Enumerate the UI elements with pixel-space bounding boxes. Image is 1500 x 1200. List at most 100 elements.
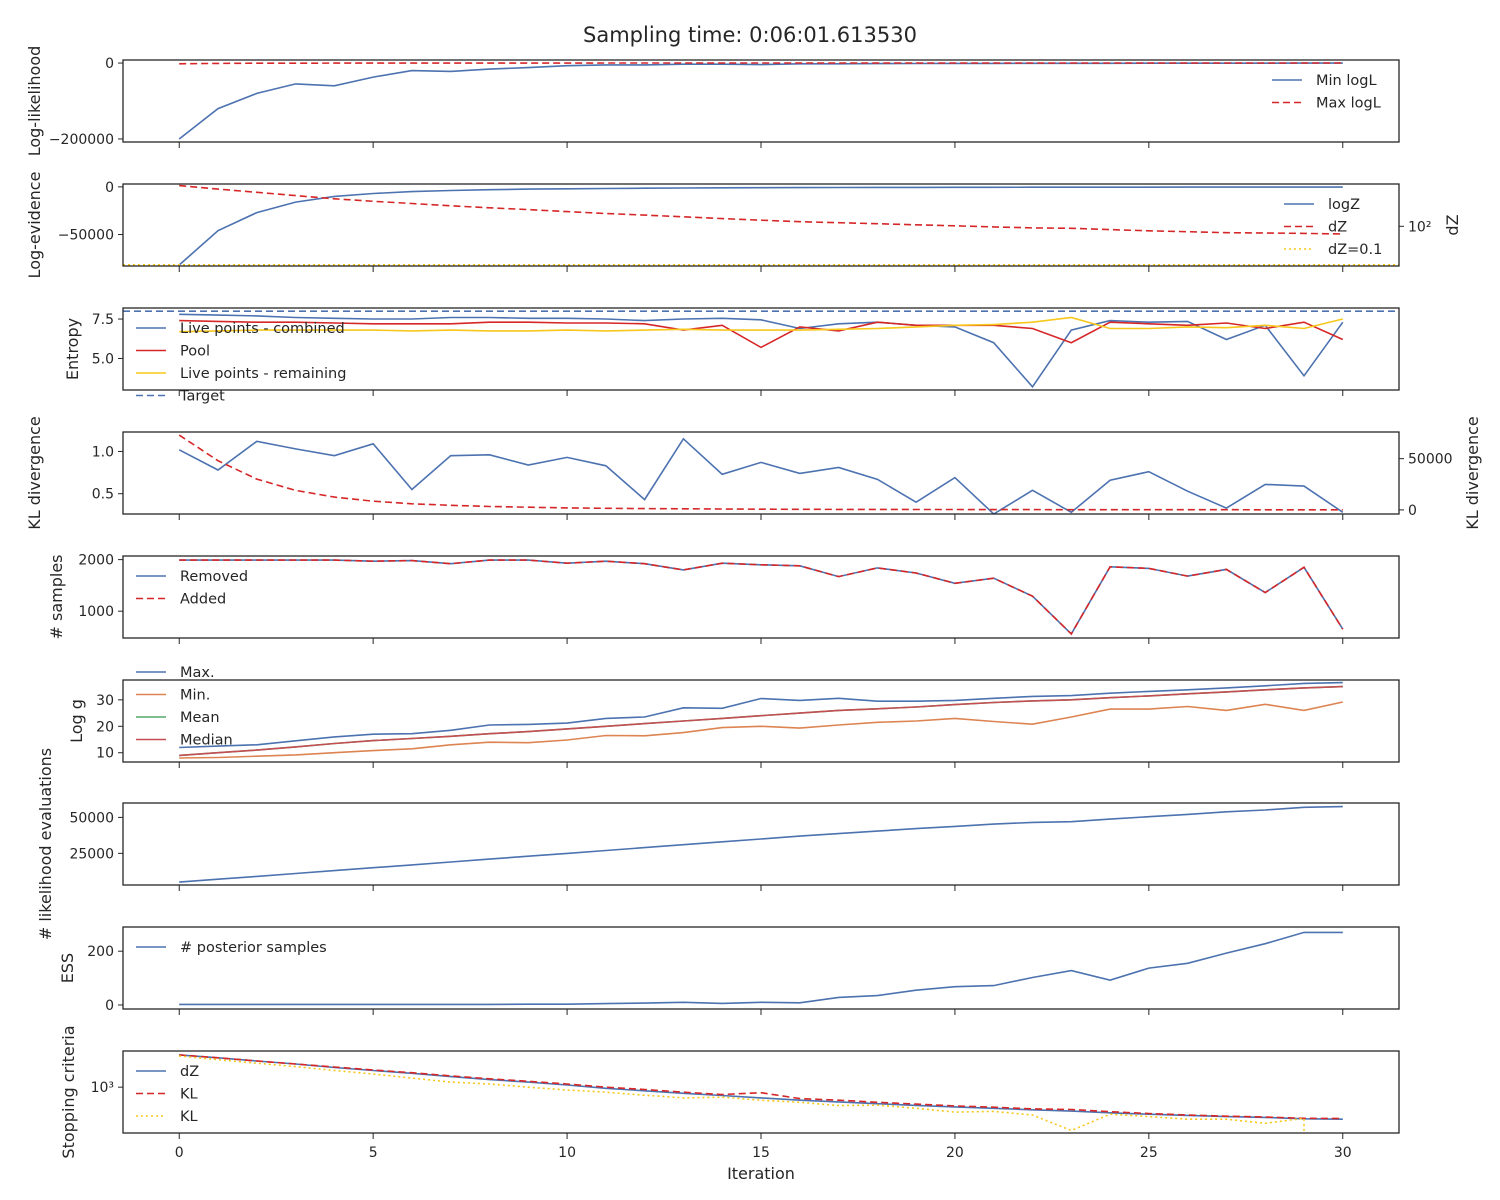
legend-label-min-logl: Min logL xyxy=(1316,73,1377,89)
legend-label-dz: dZ xyxy=(180,1064,199,1080)
y-axis-label: # samples xyxy=(47,555,66,640)
subplot-likelihood-evaluations: 50000 25000 # likelihood evaluations xyxy=(36,748,1400,940)
series-line-dz xyxy=(179,184,1343,235)
y-axis-label: # likelihood evaluations xyxy=(36,748,55,940)
x-tick-label: 25 xyxy=(1140,1145,1158,1161)
series-line-max xyxy=(179,681,1343,749)
y2-axis-label: dZ xyxy=(1443,214,1462,235)
legend-label-logz: logZ xyxy=(1328,197,1360,213)
legend-label-posterior-samples: # posterior samples xyxy=(180,940,327,956)
series-line-max-logl xyxy=(179,62,1343,65)
y-axis-label: Entropy xyxy=(63,318,82,380)
legend: Min logL Max logL xyxy=(1272,73,1381,112)
axes-frame xyxy=(122,431,1400,515)
x-tick-label: 30 xyxy=(1334,1145,1352,1161)
series-line-dz xyxy=(179,1054,1343,1120)
y-tick-label: 10³ xyxy=(91,1080,114,1096)
series-group xyxy=(178,62,1343,140)
y-tick-label: 30 xyxy=(96,693,114,709)
y-tick-label: 0.5 xyxy=(92,487,114,503)
legend-label-max: Max. xyxy=(180,665,215,681)
series-group xyxy=(179,805,1343,883)
y-tick-label: −200000 xyxy=(49,132,114,148)
y-axis-label: KL divergence xyxy=(25,416,44,529)
series-line-mean xyxy=(179,685,1343,757)
axes-frame xyxy=(122,59,1400,143)
legend-label-live-points-combined: Live points - combined xyxy=(180,321,345,337)
series-line-min-logl xyxy=(178,62,1343,140)
y-tick-label: 1.0 xyxy=(92,444,114,460)
y-tick-label: 1000 xyxy=(78,604,114,620)
y-tick-label: 2000 xyxy=(78,553,114,569)
series-group xyxy=(178,434,1344,514)
legend-label-max-logl: Max logL xyxy=(1316,96,1381,112)
legend: Live points - combined Pool Live points - … xyxy=(136,321,346,405)
y-tick-label: 7.5 xyxy=(92,312,114,328)
legend: dZ KL KL xyxy=(136,1064,199,1125)
y-axis-label: Log-likelihood xyxy=(25,46,44,157)
x-axis-label: Iteration xyxy=(727,1164,795,1183)
x-tick-label: 5 xyxy=(369,1145,378,1161)
y-tick-label: 50000 xyxy=(69,810,114,826)
y-tick-label: 10 xyxy=(96,746,114,762)
legend-label-median: Median xyxy=(180,733,233,749)
legend-label-kl: KL xyxy=(180,1087,198,1103)
series-line-median xyxy=(179,685,1343,757)
y-tick-label: 0 xyxy=(105,998,114,1014)
axes-frame xyxy=(122,183,1400,267)
series-line-kl xyxy=(179,1054,1343,1120)
legend-label-dz-0-1: dZ=0.1 xyxy=(1328,242,1382,258)
legend-label-min: Min. xyxy=(180,688,210,704)
x-tick-label: 10 xyxy=(558,1145,576,1161)
legend: Removed Added xyxy=(136,569,248,608)
legend-label-pool: Pool xyxy=(180,344,210,360)
y2-tick-label: 10² xyxy=(1408,219,1431,235)
legend-label-added: Added xyxy=(180,592,226,608)
subplot-ess: 200 0 ESS # posterior samples xyxy=(58,926,1400,1015)
y-axis-label: Stopping criteria xyxy=(59,1025,78,1158)
legend-label-kl: KL xyxy=(180,1109,198,1125)
series-line-added xyxy=(179,559,1344,636)
series-group xyxy=(179,681,1343,759)
legend-label-dz: dZ xyxy=(1328,220,1347,236)
x-tick-label: 15 xyxy=(752,1145,770,1161)
series-line-posterior-samples xyxy=(179,931,1343,1006)
series-line-min xyxy=(179,701,1343,759)
y-tick-label: 20 xyxy=(96,719,114,735)
series-group xyxy=(179,559,1344,636)
series-line-live-points-remaining xyxy=(179,316,1343,333)
y2-tick-label: 0 xyxy=(1408,503,1417,519)
y-tick-label: 5.0 xyxy=(92,351,114,367)
legend-label-mean: Mean xyxy=(180,710,220,726)
y-tick-label: 0 xyxy=(105,56,114,72)
subplot-log-evidence: 0 −50000 10² Log-evidence dZ logZ dZ dZ=0.1 xyxy=(25,172,1462,279)
x-tick-label: 0 xyxy=(175,1145,184,1161)
y-axis-label: ESS xyxy=(58,953,77,983)
legend-label-live-points-remaining: Live points - remaining xyxy=(180,366,346,382)
y-tick-label: −50000 xyxy=(58,228,114,244)
series-line-logz xyxy=(178,186,1343,266)
series-line-likelihood-evaluations xyxy=(179,805,1343,883)
legend-label-target: Target xyxy=(179,389,225,405)
y-tick-label: 25000 xyxy=(69,846,114,862)
legend-label-removed: Removed xyxy=(180,569,248,585)
x-tick-label: 20 xyxy=(946,1145,964,1161)
series-group xyxy=(123,310,1399,389)
subplot-stack: 0 −200000 Log-likelihood Min logL Max logL 0 −… xyxy=(25,46,1482,1161)
y2-axis-label: KL divergence xyxy=(1463,416,1482,529)
legend: logZ dZ dZ=0.1 xyxy=(1284,197,1382,258)
legend: Max. Min. Mean Median xyxy=(136,665,233,749)
series-line-live-points-combined xyxy=(179,313,1344,389)
y-tick-label: 200 xyxy=(87,944,114,960)
series-line-pool xyxy=(179,319,1344,349)
series-line-removed xyxy=(179,559,1344,636)
subplot-samples: 2000 1000 # samples Removed Added xyxy=(47,553,1400,644)
series-group xyxy=(179,931,1343,1006)
y-tick-label: 0 xyxy=(105,180,114,196)
subplot-kl-divergence: 1.0 0.5 0 50000 KL divergence KL divergence xyxy=(25,416,1482,529)
axes-frame xyxy=(122,555,1400,639)
series-line-kl-divergence xyxy=(178,434,1343,511)
subplot-log-likelihood: 0 −200000 Log-likelihood Min logL Max logL xyxy=(25,46,1400,157)
